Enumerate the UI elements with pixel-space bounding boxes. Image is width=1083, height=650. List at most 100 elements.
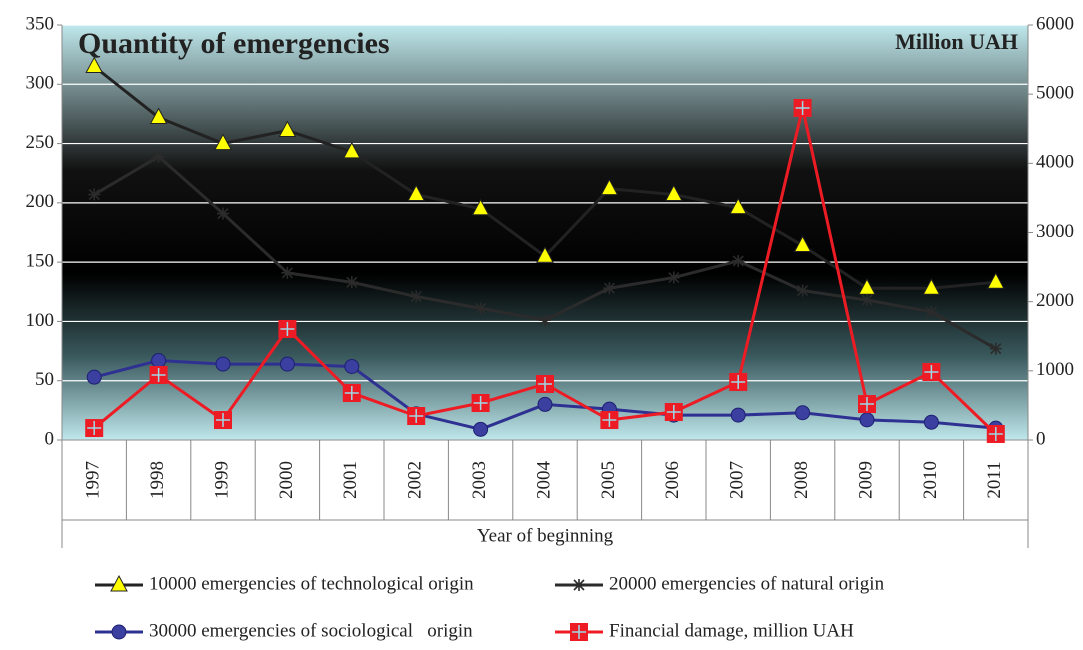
x-axis-label: Year of beginning xyxy=(477,525,614,546)
marker xyxy=(729,372,748,391)
marker xyxy=(407,406,426,425)
y2-tick-label: 3000 xyxy=(1036,221,1074,242)
marker-cross xyxy=(473,395,488,410)
marker xyxy=(603,282,616,295)
marker xyxy=(410,290,423,303)
marker xyxy=(923,414,939,430)
y-tick-label: 350 xyxy=(26,13,55,34)
marker-cross xyxy=(988,426,1003,441)
y-tick-label: 300 xyxy=(26,73,55,94)
marker xyxy=(281,266,294,279)
marker-cross xyxy=(602,413,617,428)
marker xyxy=(861,294,873,307)
x-tick-label: 2001 xyxy=(340,461,361,499)
marker xyxy=(986,272,1005,289)
marker xyxy=(793,235,812,253)
marker xyxy=(149,107,168,124)
marker xyxy=(342,383,361,402)
marker xyxy=(536,374,554,393)
x-tick-label: 2002 xyxy=(405,461,426,499)
marker-cross xyxy=(666,404,681,419)
x-tick-label: 2007 xyxy=(727,461,748,499)
marker xyxy=(111,624,127,640)
marker-cross xyxy=(538,376,552,391)
marker xyxy=(214,133,232,151)
marker xyxy=(573,579,585,591)
y2-tick-label: 2000 xyxy=(1036,290,1074,311)
y2-tick-label: 6000 xyxy=(1036,13,1074,34)
chart-title: Quantity of emergencies xyxy=(78,27,390,60)
y2-tick-label: 1000 xyxy=(1036,359,1074,380)
y2-tick-label: 5000 xyxy=(1036,83,1074,104)
marker xyxy=(151,353,167,369)
marker xyxy=(664,184,683,202)
marker xyxy=(474,302,487,315)
x-tick-label: 2000 xyxy=(276,461,297,499)
marker xyxy=(989,342,1002,355)
marker xyxy=(279,356,295,372)
marker-cross xyxy=(795,101,810,115)
y2-tick-label: 0 xyxy=(1036,428,1046,449)
legend-item: 20000 emergencies of natural origin xyxy=(555,573,885,594)
marker xyxy=(471,393,490,412)
marker-cross xyxy=(344,385,359,400)
x-tick-label: 2004 xyxy=(533,461,554,500)
marker xyxy=(278,319,297,338)
marker xyxy=(88,188,101,201)
marker xyxy=(85,56,104,73)
marker xyxy=(537,396,553,412)
x-tick-label: 2005 xyxy=(598,461,619,499)
x-tick-label: 2011 xyxy=(984,461,1005,498)
x-tick-label: 1997 xyxy=(83,461,104,499)
marker xyxy=(729,197,748,215)
x-tick-label: 2009 xyxy=(855,461,876,499)
marker xyxy=(925,305,938,318)
marker xyxy=(536,246,554,263)
marker xyxy=(859,412,875,428)
marker xyxy=(986,424,1005,443)
marker-cross xyxy=(572,625,586,639)
x-tick-label: 1999 xyxy=(211,461,232,499)
y-tick-label: 50 xyxy=(35,369,54,390)
marker xyxy=(473,421,489,437)
legend-label: 20000 emergencies of natural origin xyxy=(609,573,885,594)
marker xyxy=(345,276,358,289)
axis-unit: Million UAH xyxy=(895,29,1018,54)
marker xyxy=(732,254,745,267)
marker xyxy=(215,356,231,372)
marker xyxy=(600,178,619,196)
y-tick-label: 250 xyxy=(26,132,55,153)
x-tick-label: 2010 xyxy=(920,461,941,499)
x-tick-label: 2006 xyxy=(662,461,683,499)
marker xyxy=(342,141,361,159)
marker xyxy=(793,99,812,117)
y-tick-label: 100 xyxy=(26,310,55,331)
marker xyxy=(922,363,941,382)
legend-item: 30000 emergencies of sociological origin xyxy=(95,620,473,641)
marker-cross xyxy=(409,408,424,423)
legend-label: 30000 emergencies of sociological origin xyxy=(149,620,473,641)
legend-item: Financial damage, million UAH xyxy=(555,620,854,641)
x-tick-label: 2003 xyxy=(469,461,490,499)
marker-cross xyxy=(216,413,230,428)
marker xyxy=(86,369,102,385)
marker xyxy=(858,395,876,414)
marker xyxy=(217,207,229,220)
marker-cross xyxy=(924,365,939,380)
marker-cross xyxy=(280,321,295,336)
marker xyxy=(344,358,360,374)
marker xyxy=(600,411,619,430)
marker xyxy=(570,623,588,641)
marker xyxy=(214,411,232,430)
x-tick-label: 1998 xyxy=(147,461,168,499)
x-tick-label: 2008 xyxy=(791,461,812,499)
marker xyxy=(149,365,168,384)
marker-cross xyxy=(860,397,874,412)
marker xyxy=(278,120,297,138)
marker-cross xyxy=(731,374,746,389)
marker xyxy=(110,574,128,592)
marker xyxy=(667,271,680,284)
marker-cross xyxy=(151,367,166,382)
